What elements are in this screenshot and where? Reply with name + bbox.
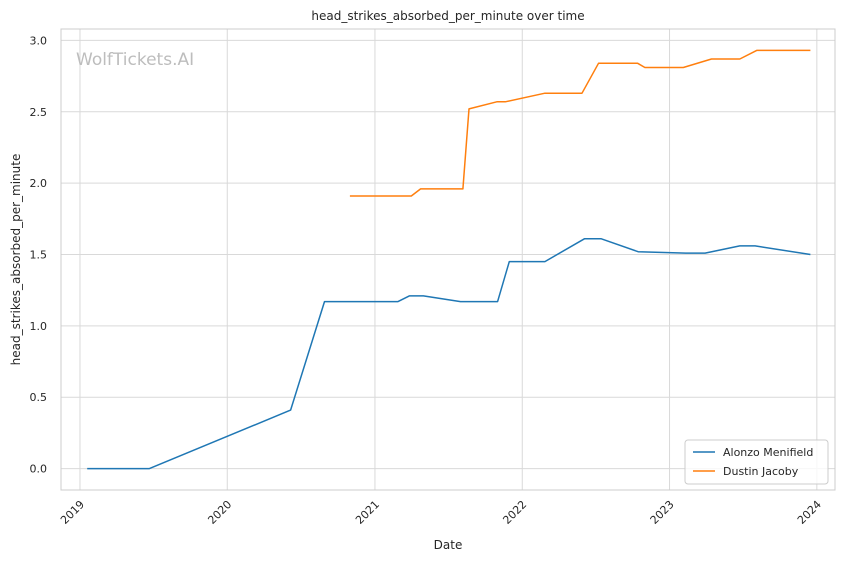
legend-label-alonzo-menifield: Alonzo Menifield — [723, 446, 813, 459]
y-tick-label-1.5: 1.5 — [30, 249, 48, 262]
legend: Alonzo Menifield Dustin Jacoby — [684, 439, 829, 485]
y-tick-label-3.0: 3.0 — [30, 34, 48, 47]
watermark: WolfTickets.AI — [76, 50, 194, 70]
series-line-dustin-jacoby — [349, 49, 811, 197]
grid — [61, 29, 835, 490]
y-tick-labels: 0.0 0.5 1.0 1.5 2.0 2.5 3.0 — [30, 34, 48, 475]
legend-label-dustin-jacoby: Dustin Jacoby — [723, 465, 799, 478]
legend-box — [684, 439, 829, 485]
x-tick-label-2020: 2020 — [205, 498, 234, 527]
y-tick-label-2.0: 2.0 — [30, 177, 48, 190]
series-line-alonzo-menifield — [87, 238, 811, 470]
x-axis-label: Date — [434, 538, 463, 552]
y-tick-label-0.5: 0.5 — [30, 391, 48, 404]
x-tick-label-2022: 2022 — [500, 498, 529, 527]
plot-frame — [60, 28, 836, 491]
y-tick-label-1.0: 1.0 — [30, 320, 48, 333]
x-tick-labels: 2019 2020 2021 2022 2023 2024 — [58, 498, 824, 527]
x-tick-label-2024: 2024 — [795, 498, 824, 527]
y-tick-label-2.5: 2.5 — [30, 106, 48, 119]
x-tick-label-2019: 2019 — [58, 498, 87, 527]
x-tick-label-2021: 2021 — [353, 498, 382, 527]
y-axis-label: head_strikes_absorbed_per_minute — [9, 154, 23, 366]
y-tick-label-0.0: 0.0 — [30, 463, 48, 476]
series-layer — [87, 49, 811, 470]
chart-title: head_strikes_absorbed_per_minute over ti… — [311, 9, 584, 23]
x-tick-label-2023: 2023 — [648, 498, 677, 527]
